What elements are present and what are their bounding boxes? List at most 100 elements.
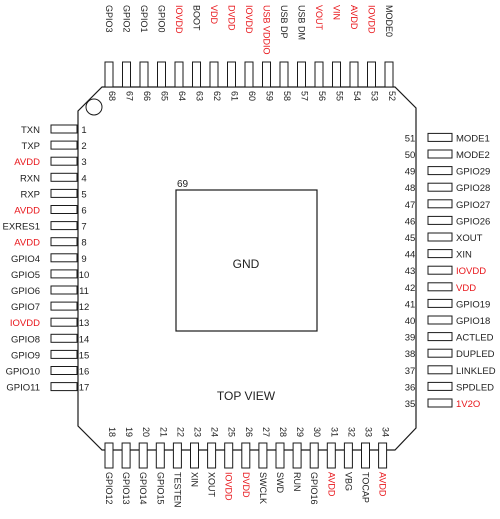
- pin-lead-top: [349, 61, 359, 88]
- pin-name-left: GPIO10: [6, 367, 40, 378]
- pin-lead-bottom: [121, 442, 131, 469]
- pin-name-right: GPIO18: [456, 316, 490, 327]
- pin-lead-right: [427, 249, 453, 259]
- pin-number-left: 2: [81, 141, 86, 152]
- pin-name-left: RXN: [20, 173, 40, 184]
- pin-name-left: GPIO11: [6, 383, 40, 394]
- pin-number-right: 44: [405, 250, 416, 261]
- pin-name-bottom: DVDD: [241, 472, 251, 498]
- pin-lead-left: [50, 382, 78, 392]
- pin-lead-bottom: [224, 442, 234, 469]
- pin-lead-right: [427, 215, 453, 225]
- pin-lead-bottom: [275, 442, 285, 469]
- pin-number-bottom: 34: [381, 427, 391, 437]
- pin-number-bottom: 22: [175, 427, 185, 437]
- pin-number-top: 60: [247, 91, 257, 101]
- pin-lead-top: [244, 61, 254, 88]
- pin-name-bottom: TESTEN: [172, 472, 182, 508]
- pin-name-left: AVDD: [14, 206, 40, 217]
- pin-lead-right: [427, 315, 453, 325]
- pin-lead-left: [50, 285, 78, 295]
- pin1-marker: [85, 98, 103, 116]
- pin-number-left: 10: [79, 270, 90, 281]
- pin-lead-left: [50, 172, 78, 182]
- pin-number-bottom: 33: [364, 427, 374, 437]
- pin-lead-left: [50, 188, 78, 198]
- pin-number-top: 57: [300, 91, 310, 101]
- pin-name-right: ACTLED: [456, 333, 494, 344]
- pin-lead-bottom: [361, 442, 370, 469]
- pin-number-bottom: 29: [295, 427, 305, 437]
- pin-lead-right: [427, 348, 453, 358]
- pin-lead-top: [174, 61, 184, 88]
- pin-lead-left: [50, 317, 78, 327]
- pin-lead-left: [50, 221, 78, 231]
- pin-name-left: GPIO4: [11, 254, 40, 265]
- pin-lead-top: [262, 61, 271, 88]
- pin-number-top: 63: [195, 91, 205, 101]
- pin-lead-right: [427, 199, 453, 209]
- pin-name-left: GPIO6: [11, 286, 40, 297]
- pin-name-top: VOUT: [314, 5, 324, 31]
- pin-number-top: 65: [160, 91, 170, 101]
- pin-number-left: 7: [81, 222, 86, 233]
- pin-name-right: SPDLED: [456, 382, 494, 393]
- pin-name-top: IOVDD: [367, 5, 377, 34]
- pin-lead-top: [122, 61, 131, 88]
- top-view-label: TOP VIEW: [217, 389, 276, 403]
- pin-number-left: 9: [81, 254, 86, 265]
- pin-lead-top: [192, 61, 201, 88]
- pin-number-left: 12: [79, 302, 90, 313]
- pin-number-top: 68: [107, 91, 117, 101]
- pin-lead-top: [279, 61, 289, 88]
- pin-number-right: 41: [405, 299, 416, 310]
- pin-number-bottom: 27: [261, 427, 271, 437]
- pin-lead-top: [297, 61, 306, 88]
- pin-lead-left: [50, 333, 78, 343]
- pin-name-left: GPIO9: [11, 350, 40, 361]
- pin-lead-top: [314, 61, 324, 88]
- pin-number-bottom: 31: [329, 427, 339, 437]
- center-pad-label: GND: [233, 257, 260, 271]
- pin-name-right: XOUT: [456, 233, 483, 244]
- pin-name-left: RXP: [20, 189, 40, 200]
- pin-name-top: IOVDD: [174, 5, 184, 34]
- pin-number-left: 16: [79, 367, 90, 378]
- pin-number-left: 13: [79, 318, 90, 329]
- pin-number-right: 39: [405, 333, 416, 344]
- pin-lead-top: [384, 61, 394, 88]
- pin-number-top: 55: [335, 91, 345, 101]
- pin-name-bottom: RUN: [292, 472, 302, 492]
- pin-name-right: MODE2: [456, 150, 490, 161]
- pin-number-bottom: 19: [124, 427, 134, 437]
- pin-number-bottom: 23: [193, 427, 203, 437]
- pin-name-top: GPIO0: [157, 5, 167, 33]
- pin-name-left: GPIO5: [11, 270, 40, 281]
- pin-name-left: TXP: [22, 141, 40, 152]
- pin-name-bottom: GPIO15: [155, 472, 165, 505]
- pin-lead-bottom: [172, 442, 182, 469]
- pin-number-bottom: 26: [244, 427, 254, 437]
- pin-number-bottom: 32: [346, 427, 356, 437]
- pin-name-top: VIN: [332, 5, 342, 20]
- pin-lead-right: [427, 282, 453, 292]
- pin-number-right: 49: [405, 167, 416, 178]
- pin-name-left: GPIO8: [11, 334, 40, 345]
- pin-name-bottom: XOUT: [207, 472, 217, 498]
- pin-lead-bottom: [292, 442, 302, 469]
- pin-number-left: 5: [81, 189, 86, 200]
- pin-name-top: AVDD: [349, 5, 359, 30]
- pin-number-right: 38: [405, 349, 416, 360]
- pin-lead-left: [50, 253, 78, 263]
- pin-name-top: BOOT: [192, 5, 202, 31]
- pin-lead-right: [427, 182, 453, 192]
- pin-name-bottom: AVDD: [378, 472, 388, 497]
- pin-name-bottom: SWCLK: [258, 472, 268, 504]
- pin-name-right: DUPLED: [456, 349, 495, 360]
- center-pad-number: 69: [177, 179, 189, 190]
- pin-lead-right: [427, 398, 453, 408]
- pin-number-bottom: 25: [227, 427, 237, 437]
- pin-number-bottom: 20: [141, 427, 151, 437]
